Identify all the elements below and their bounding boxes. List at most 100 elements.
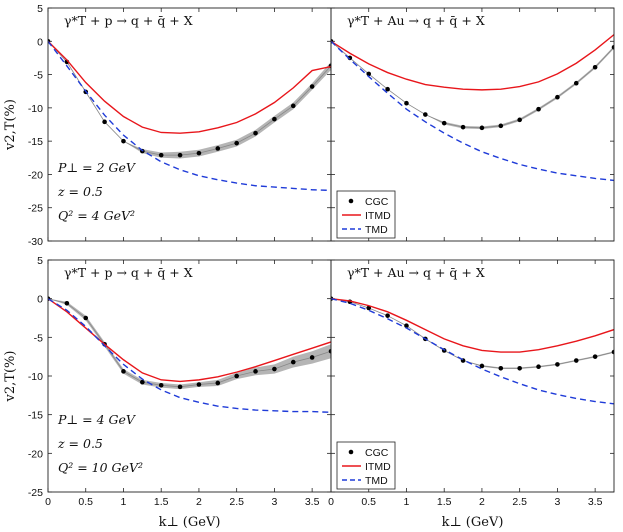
cgc-point (366, 305, 372, 311)
cgc-point (272, 366, 277, 372)
x-tick-label: 2.5 (229, 496, 244, 508)
panel-top-right: γ*T + Au → q + q̄ + X CGC ITMD TMD (330, 7, 615, 242)
x-tick-label: 1.5 (154, 496, 169, 508)
x-tick-label: 1 (404, 496, 410, 508)
tmd-line (48, 40, 331, 192)
cgc-point (479, 125, 485, 131)
plot-area (331, 296, 614, 405)
cgc-point (309, 355, 315, 360)
cgc-uncertainty-band (331, 298, 614, 370)
axes-frame (330, 259, 615, 493)
panel-title: γ*T + p → q + q̄ + X (64, 13, 193, 28)
itmd-line (48, 40, 331, 134)
cgc-point (498, 123, 504, 129)
x-tick-label: 1.5 (437, 496, 452, 508)
cgc-point (366, 71, 372, 77)
cgc-uncertainty-band (48, 298, 331, 390)
tmd-line (331, 297, 614, 405)
cgc-point (121, 138, 126, 144)
cgc-point (290, 103, 296, 109)
cgc-point (177, 384, 183, 390)
y-axis-label: v2,T(%) (3, 351, 18, 403)
x-tick-label: 0 (45, 496, 51, 508)
cgc-point (64, 301, 70, 306)
cgc-line (331, 40, 614, 129)
y-tick-label: 5 (37, 3, 43, 15)
y-tick-label: 0 (37, 36, 43, 48)
y-tick-label: -20 (28, 169, 43, 181)
cgc-point (253, 369, 258, 374)
panel-title: γ*T + p → q + q̄ + X (64, 265, 193, 280)
cgc-point (385, 313, 390, 318)
cgc-point (555, 362, 560, 367)
cgc-point (385, 86, 390, 92)
legend: CGC ITMD TMD (336, 190, 396, 239)
cgc-point (536, 364, 541, 370)
cgc-point (441, 120, 447, 126)
y-tick-label: -30 (28, 236, 43, 248)
cgc-point (423, 112, 428, 117)
cgc-point (121, 369, 126, 374)
tmd-line (48, 298, 331, 414)
panel-bottom-right: 0 0.5 1 1.5 2 2.5 3 3.5 γ*T + Au → q + q̄ + X CGC… (328, 259, 615, 508)
x-tick-label: 3.5 (588, 496, 603, 508)
legend-marker-cgc (348, 449, 354, 455)
plot-area (331, 34, 614, 182)
y-tick-label: -25 (28, 203, 43, 215)
cgc-point (234, 373, 239, 379)
cgc-line (331, 298, 614, 369)
cgc-point (479, 363, 485, 369)
cgc-point (234, 140, 239, 146)
y-tick-label: -5 (34, 332, 43, 344)
legend-label: CGC (365, 196, 389, 208)
annotation: z = 0.5 (57, 436, 103, 451)
legend-label: ITMD (365, 210, 391, 222)
legend-label: ITMD (365, 461, 391, 473)
plot-area (48, 38, 331, 192)
cgc-point (611, 44, 614, 50)
y-tick-label: 0 (37, 294, 43, 306)
cgc-line (48, 298, 331, 388)
legend-label: CGC (365, 447, 389, 459)
annotation: P⊥ = 2 GeV (57, 160, 137, 175)
x-tick-label: 0.5 (361, 496, 376, 508)
itmd-line (331, 297, 614, 353)
cgc-point (404, 323, 409, 329)
cgc-point (592, 354, 598, 359)
x-tick-label: 3 (271, 496, 277, 508)
legend-marker-cgc (348, 198, 354, 204)
tmd-line (331, 40, 614, 182)
x-tick-label: 2 (196, 496, 202, 508)
cgc-point (517, 365, 522, 371)
y-tick-label: -20 (28, 448, 43, 460)
x-axis-label: k⊥ (GeV) (442, 515, 504, 530)
cgc-point (498, 365, 504, 371)
panel-top-left: 5 0 -5 -10 -15 -20 -25 -30 γ*T + p → q + q̄ + X P… (28, 3, 332, 248)
cgc-point (536, 106, 541, 112)
panel-title: γ*T + Au → q + q̄ + X (347, 13, 485, 28)
x-tick-label: 3 (554, 496, 560, 508)
axes-frame (330, 7, 615, 242)
y-tick-label: -15 (28, 136, 43, 148)
cgc-point (158, 152, 164, 158)
x-tick-label: 2.5 (512, 496, 527, 508)
x-tick-label: 0.5 (78, 496, 93, 508)
legend: CGC ITMD TMD (336, 441, 396, 490)
annotation: Q² = 10 GeV² (58, 460, 143, 475)
cgc-point (272, 116, 277, 122)
cgc-point (253, 130, 258, 136)
cgc-point (611, 349, 614, 355)
plot-area (48, 296, 331, 414)
cgc-point (215, 146, 221, 151)
axes-frame (47, 259, 332, 493)
cgc-point (460, 124, 466, 130)
cgc-point (83, 315, 89, 321)
x-tick-label: 3.5 (305, 496, 320, 508)
itmd-line (331, 34, 614, 91)
cgc-point (517, 117, 522, 123)
cgc-point (158, 382, 164, 388)
x-tick-label: 1 (121, 496, 127, 508)
y-tick-label: 5 (37, 255, 43, 267)
cgc-point (404, 100, 409, 106)
